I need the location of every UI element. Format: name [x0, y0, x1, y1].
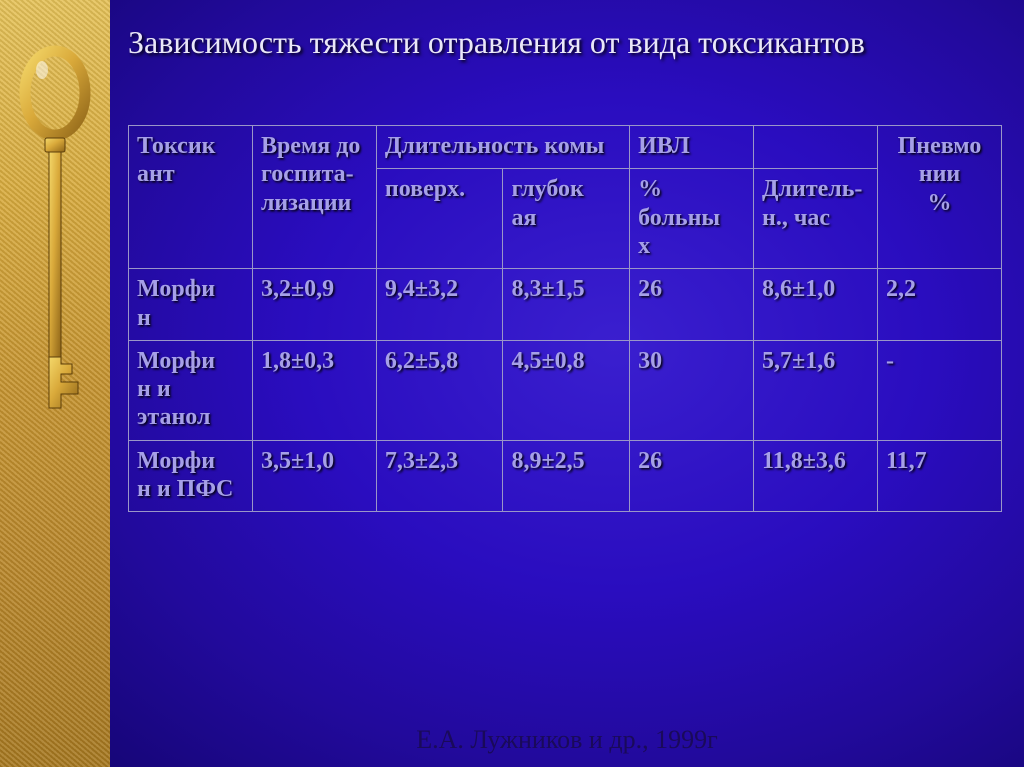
cell: 3,5±1,0	[252, 440, 376, 512]
cell: 9,4±3,2	[376, 269, 503, 341]
cell: 26	[630, 440, 754, 512]
cell: 26	[630, 269, 754, 341]
key-icon	[18, 38, 92, 418]
th-empty	[754, 125, 878, 168]
slide-title: Зависимость тяжести отравления от вида т…	[128, 22, 1002, 63]
cell: 8,3±1,5	[503, 269, 630, 341]
table-row: Морфин и этанол 1,8±0,3 6,2±5,8 4,5±0,8 …	[129, 340, 1002, 440]
th-time: Время до госпи­та­лизаци­и	[252, 125, 376, 268]
cell: Морфин и этанол	[129, 340, 253, 440]
cell: 7,3±2,3	[376, 440, 503, 512]
cell: 3,2±0,9	[252, 269, 376, 341]
th-ivl-percent: % больных	[630, 169, 754, 269]
table-row: Морфин и ПФС 3,5±1,0 7,3±2,3 8,9±2,5 26 …	[129, 440, 1002, 512]
cell: Морфин	[129, 269, 253, 341]
cell: 6,2±5,8	[376, 340, 503, 440]
cell: 11,7	[877, 440, 1001, 512]
cell: 30	[630, 340, 754, 440]
cell: 11,8±3,6	[754, 440, 878, 512]
data-table: Токсикант Время до госпи­та­лизаци­и Дли…	[128, 125, 1002, 512]
th-coma-deep: глубокая	[503, 169, 630, 269]
cell: 4,5±0,8	[503, 340, 630, 440]
citation-text: Е.А. Лужников и др., 1999г	[110, 725, 1024, 755]
cell: -	[877, 340, 1001, 440]
th-ivl: ИВЛ	[630, 125, 754, 168]
cell: 1,8±0,3	[252, 340, 376, 440]
sidebar-key-panel	[0, 0, 110, 767]
th-ivl-hours: Дли­тель­н., час	[754, 169, 878, 269]
th-toxicant: Токсикант	[129, 125, 253, 268]
cell: 2,2	[877, 269, 1001, 341]
cell: Морфин и ПФС	[129, 440, 253, 512]
th-coma: Длительность комы	[376, 125, 629, 168]
slide-content: Зависимость тяжести отравления от вида т…	[110, 0, 1024, 767]
th-pneumonia: Пневмонии %	[877, 125, 1001, 268]
cell: 8,6±1,0	[754, 269, 878, 341]
th-coma-surface: поверх.	[376, 169, 503, 269]
cell: 8,9±2,5	[503, 440, 630, 512]
table-header-row-1: Токсикант Время до госпи­та­лизаци­и Дли…	[129, 125, 1002, 168]
table-row: Морфин 3,2±0,9 9,4±3,2 8,3±1,5 26 8,6±1,…	[129, 269, 1002, 341]
cell: 5,7±1,6	[754, 340, 878, 440]
